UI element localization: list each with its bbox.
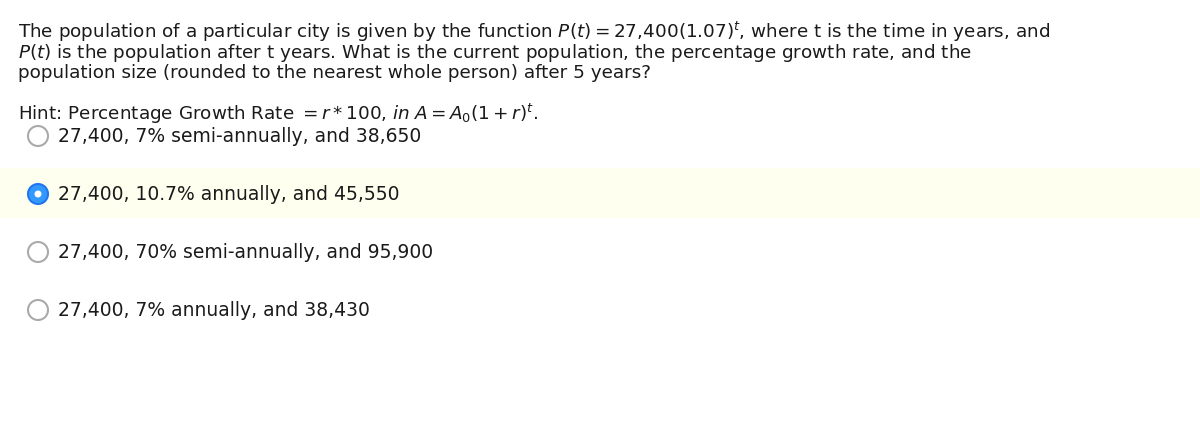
FancyBboxPatch shape (0, 168, 1200, 218)
Text: 27,400, 7% semi-annually, and 38,650: 27,400, 7% semi-annually, and 38,650 (58, 127, 421, 146)
Circle shape (35, 190, 42, 197)
Text: Hint: Percentage Growth Rate $= r * 100$, $\mathit{in}\; A = A_0(1+r)^t$.: Hint: Percentage Growth Rate $= r * 100$… (18, 102, 539, 126)
Text: 27,400, 7% annually, and 38,430: 27,400, 7% annually, and 38,430 (58, 300, 370, 319)
Circle shape (28, 300, 48, 320)
Text: 27,400, 10.7% annually, and 45,550: 27,400, 10.7% annually, and 45,550 (58, 184, 400, 203)
Text: The population of a particular city is given by the function $P(t) = 27,\!400(1.: The population of a particular city is g… (18, 20, 1050, 44)
Text: population size (rounded to the nearest whole person) after 5 years?: population size (rounded to the nearest … (18, 64, 650, 82)
Text: $P(t)$ is the population after t years. What is the current population, the perc: $P(t)$ is the population after t years. … (18, 42, 972, 64)
Circle shape (28, 126, 48, 146)
Circle shape (28, 184, 48, 204)
Text: 27,400, 70% semi-annually, and 95,900: 27,400, 70% semi-annually, and 95,900 (58, 243, 433, 262)
Circle shape (28, 242, 48, 262)
